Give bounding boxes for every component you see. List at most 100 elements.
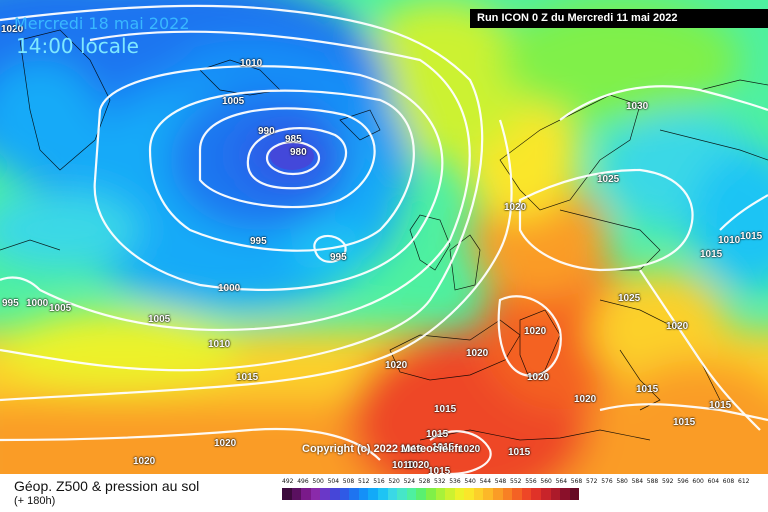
- isobar-label: 1020: [385, 360, 408, 371]
- scale-swatch: [435, 488, 446, 500]
- scale-label: 508: [342, 478, 355, 485]
- isobar-label: 1005: [148, 314, 171, 325]
- scale-label: 612: [738, 478, 750, 485]
- isobar-label: 1015: [673, 417, 696, 428]
- scale-swatch: [560, 488, 570, 500]
- isobar-label: 1015: [426, 429, 449, 440]
- scale-swatch: [397, 488, 407, 500]
- isobar-label: 1015: [709, 400, 732, 411]
- scale-swatch: [358, 488, 369, 500]
- isobar-label: 1015: [740, 231, 763, 242]
- weather-map: 1020 1010 1005 990 985 980 995 995 1000 995 1000 10…: [0, 0, 768, 474]
- isobar-label: 1020: [214, 438, 237, 449]
- scale-swatch: [550, 488, 561, 500]
- scale-swatch: [569, 488, 580, 500]
- map-title: Géop. Z500 & pression au sol: [14, 478, 200, 494]
- scale-swatch: [387, 488, 398, 500]
- isobar-label: 980: [290, 147, 307, 158]
- scale-swatch: [445, 488, 455, 500]
- scale-swatch: [541, 488, 551, 500]
- isobar-label: 1020: [666, 321, 689, 332]
- isobar-label: 1020: [504, 202, 527, 213]
- scale-label: 584: [631, 478, 644, 485]
- scale-label: 520: [388, 478, 400, 485]
- scale-label: 592: [662, 478, 674, 485]
- isobar-label: 1000: [26, 298, 49, 309]
- isobar-label: 1020: [1, 24, 24, 35]
- isobar-label: 1015: [700, 249, 723, 260]
- scale-swatch: [512, 488, 522, 500]
- run-info: Run ICON 0 Z du Mercredi 11 mai 2022: [470, 9, 768, 28]
- scale-swatch: [425, 488, 436, 500]
- scale-label: 492: [282, 478, 294, 485]
- scale-swatch: [320, 488, 330, 500]
- isobar-label: 1020: [407, 460, 430, 471]
- scale-swatch: [310, 488, 321, 500]
- isobar-label: 1020: [458, 444, 481, 455]
- isobar-label: 1005: [49, 303, 72, 314]
- scale-label: 576: [601, 478, 613, 485]
- scale-label: 528: [418, 478, 431, 485]
- scale-swatch: [339, 488, 350, 500]
- scale-label: 600: [692, 478, 704, 485]
- copyright: Copyright (c) 2022 Meteociel.fr: [302, 443, 463, 455]
- scale-swatch: [406, 488, 417, 500]
- isobar-label: 985: [285, 134, 302, 145]
- color-scale-bar: [282, 488, 580, 500]
- scale-label: 540: [464, 478, 476, 485]
- scale-label: 568: [570, 478, 583, 485]
- scale-swatch: [368, 488, 378, 500]
- scale-label: 608: [722, 478, 735, 485]
- scale-label: 596: [677, 478, 689, 485]
- isobar-label: 1005: [222, 96, 245, 107]
- isobar-label: 1020: [524, 326, 547, 337]
- scale-swatch: [329, 488, 340, 500]
- scale-label: 572: [586, 478, 598, 485]
- scale-swatch: [464, 488, 474, 500]
- scale-label: 524: [403, 478, 416, 485]
- isobar-label: 1010: [392, 460, 415, 471]
- scale-swatch: [291, 488, 302, 500]
- scale-label: 516: [373, 478, 385, 485]
- isobar-label: 1015: [508, 447, 531, 458]
- scale-swatch: [349, 488, 359, 500]
- scale-label: 496: [297, 478, 309, 485]
- scale-swatch: [454, 488, 465, 500]
- scale-swatch: [483, 488, 494, 500]
- scale-swatch: [502, 488, 513, 500]
- scale-label: 532: [434, 478, 446, 485]
- map-subtitle: (+ 180h): [14, 495, 56, 507]
- isobar-label: 1025: [597, 174, 620, 185]
- isobar-label: 1020: [527, 372, 550, 383]
- isobar-label: 995: [330, 252, 347, 263]
- scale-label: 556: [525, 478, 537, 485]
- scale-swatch: [377, 488, 388, 500]
- isobar-label: 1010: [718, 235, 741, 246]
- forecast-date: Mercredi 18 mai 2022: [14, 14, 190, 33]
- isobar-label: 1030: [626, 101, 649, 112]
- isobar-label: 1015: [434, 404, 457, 415]
- scale-label: 580: [616, 478, 628, 485]
- isobar-label: 990: [258, 126, 275, 137]
- scale-swatch: [416, 488, 426, 500]
- scale-label: 552: [510, 478, 522, 485]
- isobar-label: 1015: [428, 466, 451, 474]
- scale-swatch: [473, 488, 484, 500]
- scale-label: 512: [358, 478, 370, 485]
- isobar-label: 1015: [236, 372, 259, 383]
- isobar-label: 995: [250, 236, 267, 247]
- scale-swatch: [531, 488, 542, 500]
- isobar-label: 1010: [240, 58, 263, 69]
- scale-label: 604: [707, 478, 720, 485]
- scale-swatch: [493, 488, 503, 500]
- isobar-label: 1020: [466, 348, 489, 359]
- isobar-label: 1010: [208, 339, 231, 350]
- scale-label: 544: [479, 478, 492, 485]
- isobar-label: 1015: [432, 442, 455, 453]
- scale-label: 500: [312, 478, 324, 485]
- scale-label: 548: [494, 478, 507, 485]
- scale-label: 504: [327, 478, 340, 485]
- isobar-label: 1020: [574, 394, 597, 405]
- isobar-label: 1015: [400, 444, 423, 455]
- isobar-label: 1025: [618, 293, 641, 304]
